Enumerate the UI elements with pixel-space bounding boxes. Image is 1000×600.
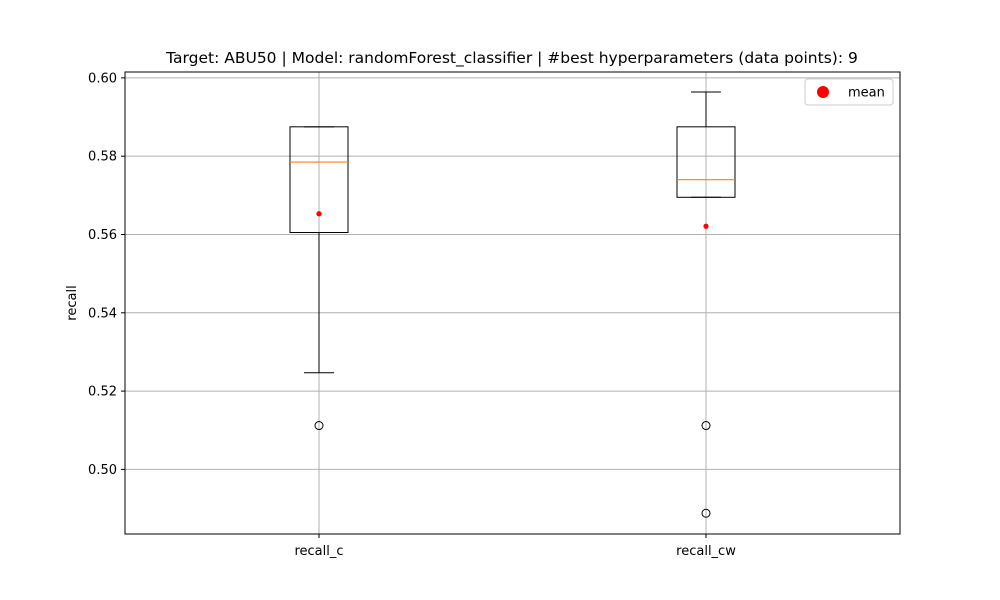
box-recall_c [289, 126, 349, 431]
y-tick-label: 0.56 [88, 228, 117, 243]
legend-frame [804, 78, 894, 106]
x-tick-label: recall_c [294, 544, 343, 559]
iqr-box [676, 126, 736, 198]
outlier-point [314, 421, 324, 431]
grid [125, 72, 900, 534]
outlier-point [701, 421, 711, 431]
y-tick-label: 0.60 [88, 71, 117, 86]
box-recall_cw [676, 91, 736, 518]
legend-mean-marker [817, 86, 829, 98]
x-tick-label: recall_cw [676, 544, 736, 559]
y-tick-label: 0.58 [88, 150, 117, 165]
mean-point [316, 211, 322, 217]
x-axis: recall_c recall_cw [294, 534, 736, 559]
legend: mean [804, 78, 894, 106]
y-tick-label: 0.52 [88, 385, 117, 400]
y-axis: 0.50 0.52 0.54 0.56 0.58 0.60 [88, 71, 125, 478]
y-axis-label: recall [65, 285, 80, 320]
y-tick-label: 0.50 [88, 463, 117, 478]
iqr-box [289, 126, 349, 234]
legend-mean-label: mean [848, 86, 885, 101]
boxes [289, 91, 736, 518]
mean-point [703, 223, 709, 229]
plot-frame [124, 71, 901, 535]
chart-title: Target: ABU50 | Model: randomForest_clas… [165, 49, 858, 68]
outlier-point [701, 508, 711, 518]
y-tick-label: 0.54 [88, 306, 117, 321]
